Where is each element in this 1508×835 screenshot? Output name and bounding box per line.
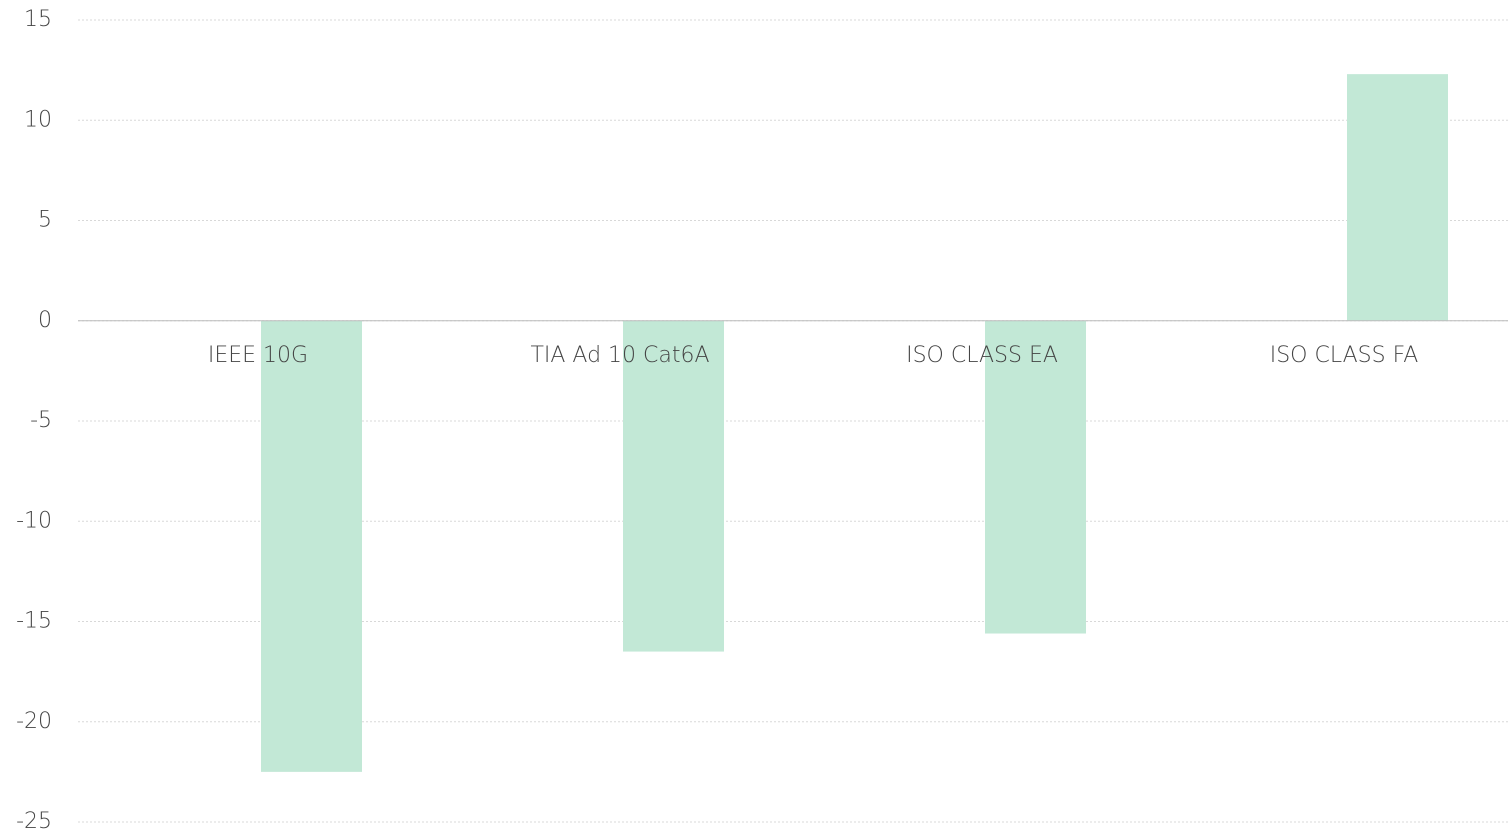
x-tick-label: ISO CLASS FA bbox=[1270, 343, 1419, 368]
y-tick-label: 0 bbox=[38, 308, 52, 333]
y-tick-label: -25 bbox=[16, 809, 52, 834]
y-tick-label: -5 bbox=[30, 408, 52, 433]
y-tick-label: -10 bbox=[16, 508, 52, 533]
x-tick-label: ISO CLASS EA bbox=[906, 343, 1058, 368]
bar bbox=[261, 321, 362, 772]
bar bbox=[623, 321, 724, 652]
x-tick-label: TIA Ad 10 Cat6A bbox=[530, 343, 709, 368]
chart: -25 -20 -15 -10 -5 0 5 10 15 IEEE 10G TIA Ad 10 Ca… bbox=[0, 0, 1508, 835]
bar bbox=[1347, 74, 1448, 321]
y-tick-label: -15 bbox=[16, 609, 52, 634]
y-tick-label: 15 bbox=[24, 7, 52, 32]
y-tick-label: 5 bbox=[38, 208, 52, 233]
y-tick-label: -20 bbox=[16, 709, 52, 734]
x-tick-label: IEEE 10G bbox=[208, 343, 308, 368]
y-tick-label: 10 bbox=[24, 107, 52, 132]
